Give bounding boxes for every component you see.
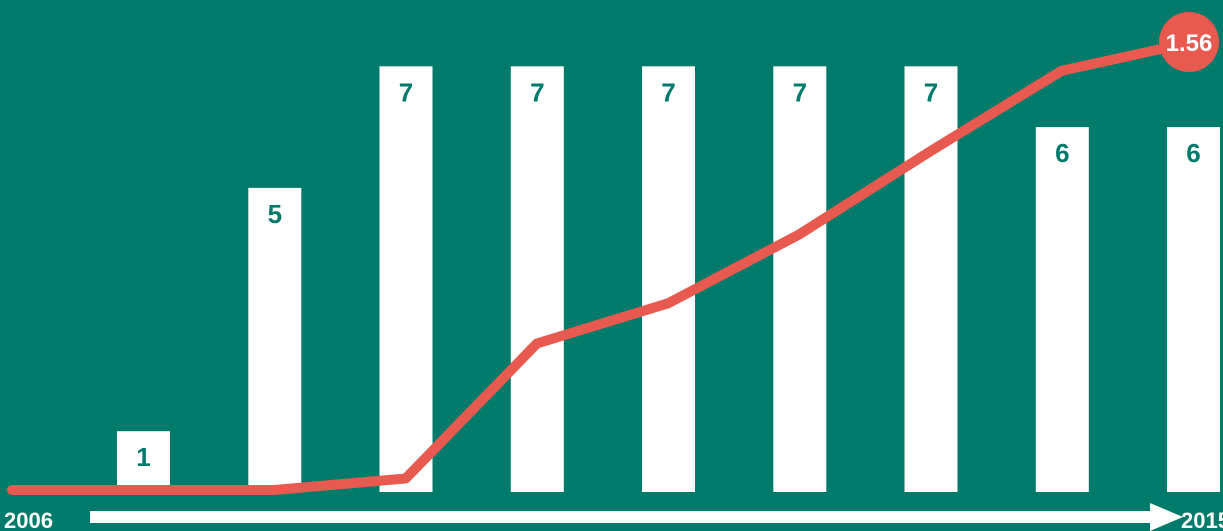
bar-value-label: 7	[793, 77, 807, 107]
timeline-arrow-shaft	[90, 511, 1152, 523]
bar-value-label: 6	[1055, 138, 1069, 168]
trend-line-group: 1.56	[7, 12, 1219, 495]
bar-2014	[1035, 127, 1089, 492]
bar-2008	[248, 187, 302, 492]
bar-value-label: 5	[268, 199, 282, 229]
timeline-axis: 2006 2015	[4, 503, 1223, 531]
start-year-label: 2006	[4, 508, 53, 531]
bar-value-label: 1	[136, 442, 150, 472]
trend-end-value-label: 1.56	[1166, 30, 1213, 57]
trend-line	[7, 37, 1198, 495]
bar-2011	[642, 66, 695, 493]
bar-value-label: 7	[661, 77, 675, 107]
bar-2007	[117, 431, 170, 492]
timeline-arrow-head	[1150, 503, 1183, 531]
bars-group: 1 5 7 7 7 7 7 6 6	[117, 66, 1220, 493]
bar-value-label: 6	[1186, 138, 1200, 168]
bar-2013	[904, 66, 958, 493]
bar-2012	[773, 66, 827, 493]
end-year-label: 2015	[1181, 508, 1223, 531]
bar-value-label: 7	[924, 77, 938, 107]
bar-value-label: 7	[399, 77, 413, 107]
bar-value-label: 7	[530, 77, 544, 107]
bar-2010	[510, 66, 564, 493]
trend-end-marker	[1159, 12, 1219, 72]
bar-2009	[379, 66, 433, 493]
bar-2015	[1167, 127, 1220, 492]
